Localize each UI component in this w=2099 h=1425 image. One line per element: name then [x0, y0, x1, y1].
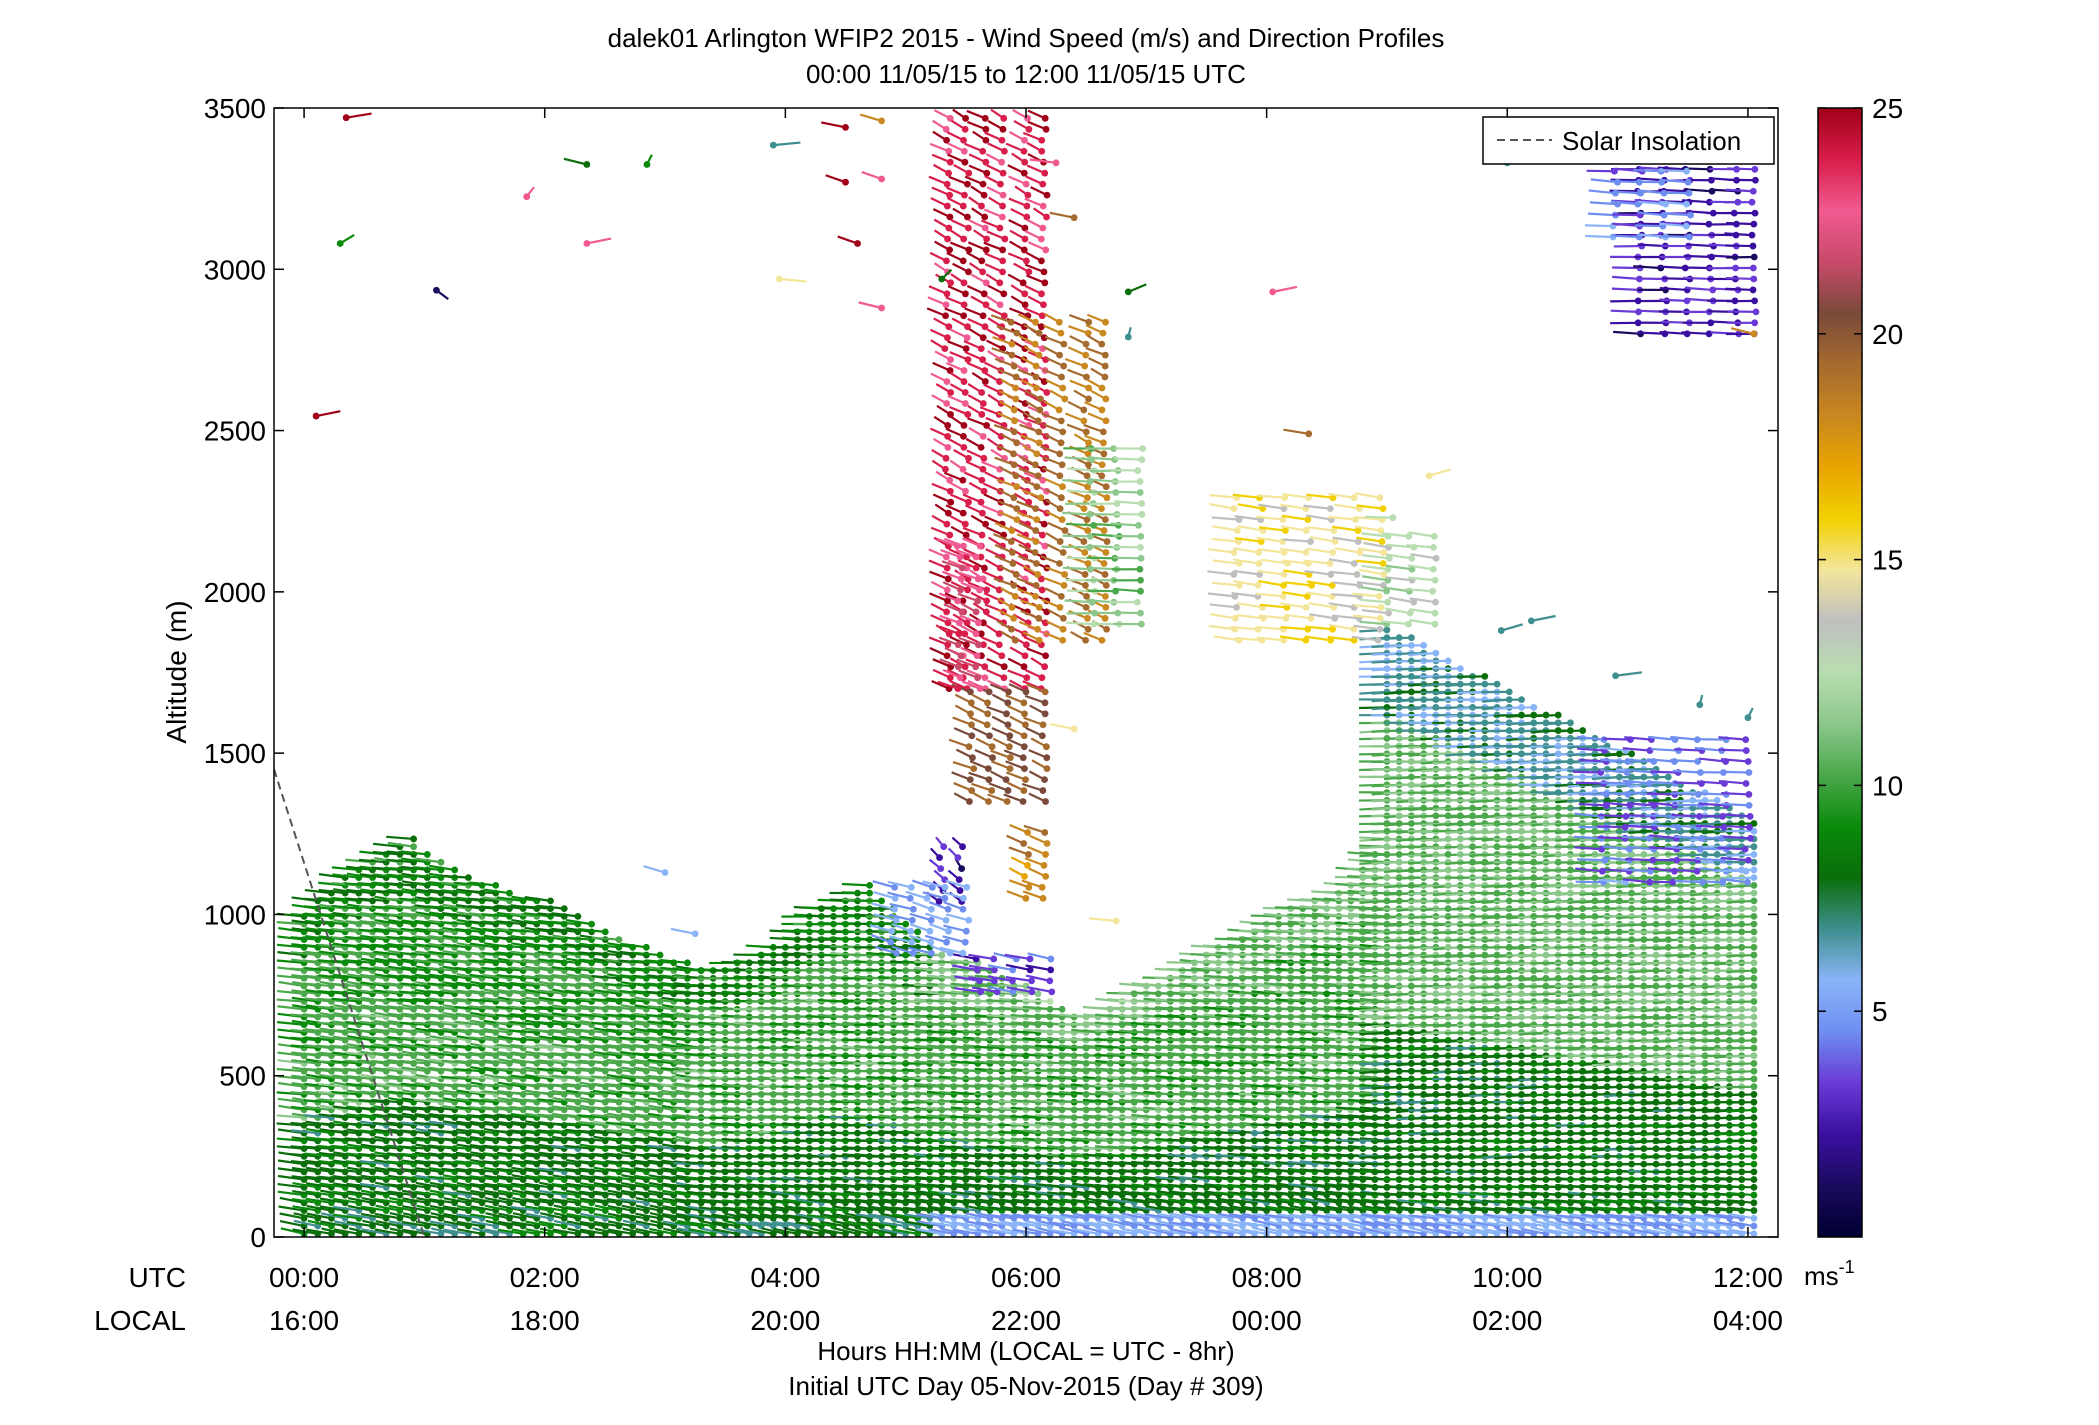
wind-barb: [386, 835, 418, 843]
chart-title: dalek01 Arlington WFIP2 2015 - Wind Spee…: [608, 23, 1445, 53]
wind-barb: [841, 881, 873, 889]
chart-subtitle: 00:00 11/05/15 to 12:00 11/05/15 UTC: [806, 59, 1246, 89]
wind-barb-field: [276, 108, 1760, 1237]
